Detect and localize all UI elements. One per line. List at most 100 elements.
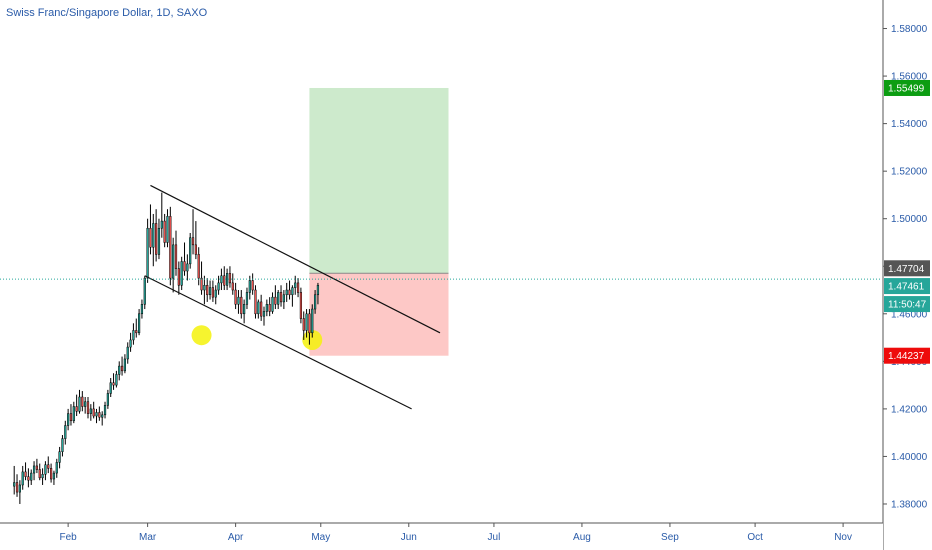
candle: [169, 206, 172, 286]
candle-body: [47, 464, 50, 469]
candle: [313, 290, 317, 314]
candle-body: [257, 301, 260, 315]
candle: [140, 299, 144, 319]
candle: [152, 213, 155, 267]
candle: [208, 280, 212, 300]
candle-body: [92, 408, 95, 417]
candle: [251, 273, 254, 295]
candle: [211, 280, 215, 302]
candle: [155, 209, 158, 262]
time-tick-label: Feb: [60, 532, 78, 543]
candle: [166, 209, 169, 248]
candle: [305, 309, 308, 338]
candle: [67, 408, 70, 431]
time-tick-label: Oct: [747, 532, 763, 543]
candle: [234, 282, 237, 310]
candle: [254, 285, 257, 319]
price-tick-label: 1.52000: [891, 167, 928, 178]
candle: [69, 404, 73, 426]
candle: [279, 285, 283, 307]
candle-body: [191, 237, 195, 246]
candle: [27, 468, 30, 488]
candle-body: [126, 346, 129, 360]
candle-body: [163, 220, 166, 243]
candle: [101, 411, 104, 426]
candle-body: [13, 482, 16, 487]
candle-body: [81, 396, 84, 407]
candle-body: [72, 406, 75, 422]
candle: [177, 261, 180, 295]
candle-body: [211, 287, 215, 298]
candle: [282, 290, 285, 310]
candle-body: [115, 374, 118, 386]
candle-body: [313, 294, 317, 310]
candle: [225, 268, 229, 291]
candle: [55, 458, 58, 478]
price-tick-label: 1.58000: [891, 24, 928, 35]
candle-body: [135, 330, 138, 334]
time-axis-background: [0, 523, 883, 550]
candle: [72, 401, 75, 424]
candle-body: [160, 220, 163, 229]
time-tick-label: Mar: [139, 532, 157, 543]
candle-body: [291, 287, 294, 296]
highlight-circle: [191, 325, 212, 346]
candle: [92, 401, 95, 419]
candle-body: [106, 393, 109, 406]
candle-body: [296, 282, 300, 293]
price-tick-label: 1.38000: [891, 499, 928, 510]
price-tick-label: 1.40000: [891, 452, 928, 463]
candle: [237, 290, 240, 314]
countdown-tag-bg: [884, 296, 930, 313]
candle-body: [78, 396, 81, 412]
candle: [257, 299, 260, 319]
time-tick-label: Sep: [661, 532, 679, 543]
candle: [217, 275, 220, 295]
candle: [248, 275, 251, 300]
candle: [203, 275, 206, 305]
candle-body: [177, 268, 180, 286]
candle-body: [55, 462, 58, 474]
target-price-tag: 1.55499: [888, 83, 925, 94]
candle-body: [27, 476, 30, 481]
last-price-tag: 1.47461: [888, 282, 925, 293]
candle-body: [189, 237, 192, 265]
price-tick-label: 1.50000: [891, 214, 928, 225]
candle: [35, 458, 39, 474]
candle: [106, 389, 109, 409]
candle-body: [262, 311, 266, 317]
candle: [120, 356, 124, 376]
candle-body: [206, 285, 209, 296]
candle: [75, 394, 78, 417]
candle-body: [294, 282, 297, 288]
candle-body: [132, 330, 135, 341]
candle-body: [251, 280, 254, 291]
candle-body: [69, 413, 73, 422]
candle: [245, 287, 249, 310]
candle-body: [15, 482, 19, 493]
candle-body: [166, 216, 169, 243]
candle-body: [58, 451, 61, 463]
candle: [288, 280, 291, 300]
candle: [118, 361, 121, 381]
entry-price-tag-bg: [884, 260, 930, 277]
candle-body: [21, 471, 24, 486]
candle: [41, 468, 44, 485]
candle-body: [169, 216, 172, 279]
candle-body: [200, 277, 203, 291]
candle: [146, 218, 149, 283]
candle-body: [41, 474, 44, 479]
candle-body: [49, 468, 53, 480]
candle: [86, 397, 90, 419]
candle-body: [245, 292, 249, 305]
candle: [206, 278, 209, 302]
candle-body: [260, 301, 263, 317]
candle-body: [61, 438, 64, 452]
candle-body: [203, 285, 206, 291]
channel-lower-line: [144, 275, 412, 410]
candle: [61, 435, 64, 457]
candle-body: [217, 282, 220, 291]
candle-body: [103, 405, 107, 416]
